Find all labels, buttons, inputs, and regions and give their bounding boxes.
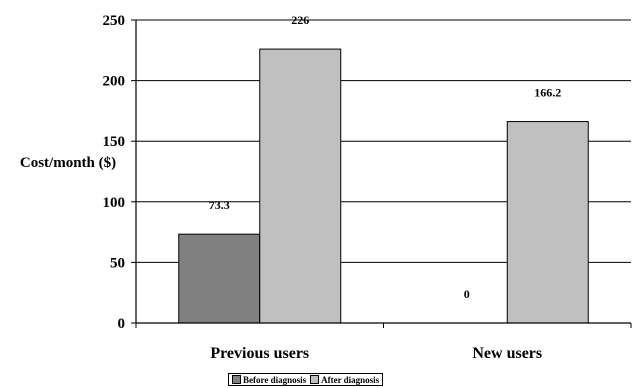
category-label-1: New users xyxy=(472,345,542,362)
legend: Before diagnosis After diagnosis xyxy=(228,373,384,386)
y-tick-label-0: 0 xyxy=(118,316,126,332)
y-tick-label-50: 50 xyxy=(110,255,125,271)
bar-1-0 xyxy=(259,48,342,324)
data-label-1-1: 166.2 xyxy=(534,86,561,100)
category-label-0: Previous users xyxy=(210,345,309,362)
data-label-0-1: 0 xyxy=(464,287,470,301)
y-tick-label-250: 250 xyxy=(103,13,126,29)
bars xyxy=(178,48,589,324)
category-labels: Previous users New users xyxy=(210,345,542,362)
legend-label-before: Before diagnosis xyxy=(243,374,307,385)
legend-label-after: After diagnosis xyxy=(321,374,380,385)
data-labels: 73.3 226 0 166.2 xyxy=(209,13,562,301)
y-tick-labels: 0 50 100 150 200 250 xyxy=(103,13,126,332)
y-tick-label-200: 200 xyxy=(103,74,126,90)
y-tick-label-100: 100 xyxy=(103,195,126,211)
data-label-1-0: 226 xyxy=(291,13,309,27)
legend-swatch-before xyxy=(232,375,241,384)
bar-1-1 xyxy=(506,121,589,324)
bar-0-0 xyxy=(178,233,261,324)
data-label-0-0: 73.3 xyxy=(209,198,230,212)
y-axis-label: Cost/month ($) xyxy=(20,155,116,171)
axes xyxy=(131,19,632,328)
legend-item-after: After diagnosis xyxy=(310,375,379,385)
y-tick-label-150: 150 xyxy=(103,134,126,150)
legend-item-before: Before diagnosis xyxy=(232,375,306,385)
legend-swatch-after xyxy=(310,375,320,384)
